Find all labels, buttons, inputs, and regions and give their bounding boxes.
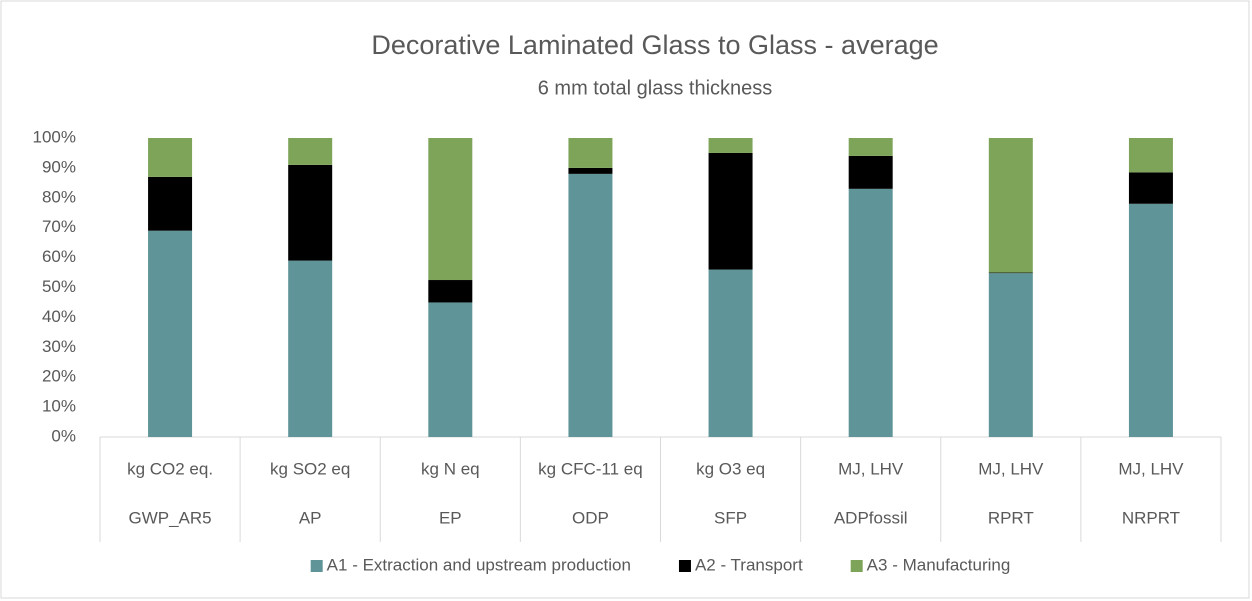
x-tick-unit-label: MJ, LHV — [978, 459, 1044, 478]
bar-segment — [988, 272, 1033, 274]
chart-subtitle: 6 mm total glass thickness — [538, 77, 773, 99]
y-tick-label: 70% — [42, 217, 76, 236]
bar-segment — [988, 138, 1033, 273]
y-tick-label: 20% — [42, 367, 76, 386]
bar-segment — [148, 176, 193, 231]
bar-segment — [708, 138, 753, 153]
bar-segment — [848, 188, 893, 437]
bar-segment — [428, 302, 473, 437]
y-tick-label: 50% — [42, 277, 76, 296]
x-tick-unit-label: MJ, LHV — [838, 459, 904, 478]
bar-segment — [1128, 138, 1173, 173]
bar-segment — [568, 167, 613, 174]
bar-segment — [708, 269, 753, 437]
bar-segment — [988, 273, 1033, 437]
bar-segment — [288, 138, 333, 165]
x-tick-label: ADPfossil — [834, 508, 908, 527]
bar-segment — [568, 138, 613, 168]
x-tick-unit-label: kg CFC-11 eq — [538, 459, 643, 478]
x-tick-label: NRPRT — [1122, 508, 1180, 527]
legend-swatch — [310, 560, 323, 572]
y-tick-label: 60% — [42, 247, 76, 266]
y-tick-label: 30% — [42, 337, 76, 356]
y-tick-label: 40% — [42, 307, 76, 326]
x-tick-unit-label: kg N eq — [421, 459, 480, 478]
bar-segment — [1128, 172, 1173, 204]
legend-label: A2 - Transport — [695, 555, 803, 574]
legend-label: A3 - Manufacturing — [867, 555, 1011, 574]
bar-segment — [148, 230, 193, 437]
y-tick-label: 90% — [42, 157, 76, 176]
x-tick-label: RPRT — [988, 508, 1034, 527]
bar-segment — [848, 138, 893, 156]
legend-label: A1 - Extraction and upstream production — [327, 555, 631, 574]
y-tick-label: 100% — [33, 127, 76, 146]
bar-segment — [288, 260, 333, 437]
x-tick-unit-label: kg O3 eq — [696, 459, 765, 478]
bar-segment — [428, 138, 473, 281]
bar-segment — [848, 155, 893, 189]
bar-segment — [148, 138, 193, 177]
legend-swatch — [678, 560, 691, 572]
x-tick-label: GWP_AR5 — [128, 508, 211, 527]
y-tick-label: 0% — [51, 426, 76, 445]
x-tick-label: SFP — [714, 508, 747, 527]
legend-swatch — [850, 560, 863, 572]
x-tick-unit-label: kg CO2 eq. — [127, 459, 213, 478]
bar-segment — [428, 280, 473, 303]
bar-segment — [708, 152, 753, 270]
x-tick-label: AP — [299, 508, 322, 527]
chart-title: Decorative Laminated Glass to Glass - av… — [371, 30, 938, 60]
bar-segment — [1128, 203, 1173, 437]
y-tick-label: 80% — [42, 187, 76, 206]
x-tick-unit-label: MJ, LHV — [1118, 459, 1184, 478]
bar-segment — [568, 173, 613, 437]
x-tick-unit-label: kg SO2 eq — [270, 459, 350, 478]
x-tick-label: ODP — [572, 508, 609, 527]
y-tick-label: 10% — [42, 397, 76, 416]
bar-segment — [288, 164, 333, 261]
x-tick-label: EP — [439, 508, 462, 527]
